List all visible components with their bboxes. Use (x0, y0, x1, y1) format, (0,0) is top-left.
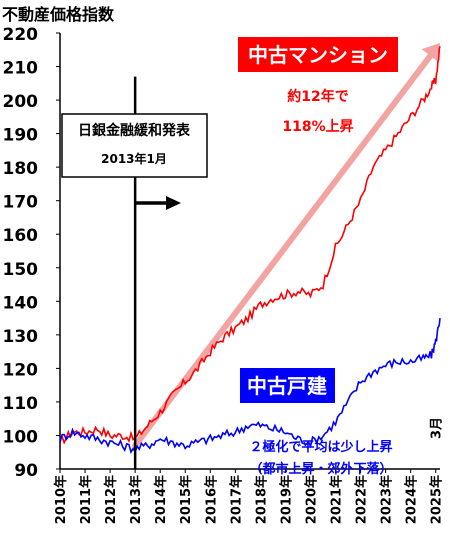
y-tick-label: 180 (3, 159, 39, 179)
house-label-box (240, 368, 335, 403)
y-tick-label: 150 (3, 260, 39, 280)
condo-note-2: 118%上昇 (282, 119, 353, 135)
x-tick-label-suffix-top: 3月 (430, 417, 445, 439)
x-tick-label: 2010年 (53, 475, 69, 524)
y-tick-label: 120 (3, 360, 39, 380)
y-tick-label: 90 (14, 461, 38, 481)
x-tick-label: 2011年 (78, 475, 94, 524)
series-line-house (59, 318, 441, 454)
trend-arrow-head (421, 43, 440, 63)
house-label: 中古戸建 (247, 374, 327, 398)
series-lines (59, 43, 441, 454)
y-tick-label: 170 (3, 193, 39, 213)
series-line-condo (59, 46, 441, 445)
y-tick-label: 130 (3, 327, 39, 347)
y-tick-label: 210 (3, 59, 39, 79)
chart-title: 不動産価格指数 (2, 5, 115, 24)
house-note-1: ２極化で平均は少し上昇 (249, 439, 392, 455)
y-tick-label: 220 (3, 25, 39, 45)
y-tick-label: 160 (3, 226, 39, 246)
condo-note-1: 約12年で (287, 88, 348, 105)
y-tick-label: 100 (3, 427, 39, 447)
y-tick-label: 140 (3, 293, 39, 313)
boj-arrow-head (166, 196, 181, 210)
x-tick-label: 2025年 (429, 475, 445, 524)
condo-label: 中古マンション (248, 43, 388, 67)
house-note-2: （都市上昇・郊外下落） (249, 461, 392, 477)
x-tick-label: 2014年 (153, 475, 169, 524)
boj-annotation-date: 2013年1月 (101, 151, 167, 166)
x-tick-label: 2018年 (253, 475, 269, 524)
x-tick-label: 2015年 (178, 475, 194, 524)
y-tick-label: 200 (3, 92, 39, 112)
x-tick-label: 2020年 (303, 475, 319, 524)
x-tick-label: 2012年 (103, 475, 119, 524)
x-tick-label: 2022年 (354, 475, 370, 524)
x-tick-label: 2016年 (203, 475, 219, 524)
axes: 90 100 110 120 130 140 150 160 170 180 190 200 210 22… (3, 25, 445, 524)
boj-annotation-title: 日銀金融緩和発表 (78, 122, 191, 139)
x-tick-label: 2021年 (329, 475, 345, 524)
x-tick-label: 2019年 (278, 475, 294, 524)
x-tick-label: 2024年 (404, 475, 420, 524)
condo-label-box (238, 37, 398, 72)
x-tick-label: 2023年 (379, 475, 395, 524)
x-tick-label: 2017年 (228, 475, 244, 524)
boj-annotation-box (61, 113, 208, 178)
x-tick-label: 2013年 (128, 475, 144, 524)
y-tick-label: 110 (3, 394, 39, 414)
y-tick-label: 190 (3, 126, 39, 146)
